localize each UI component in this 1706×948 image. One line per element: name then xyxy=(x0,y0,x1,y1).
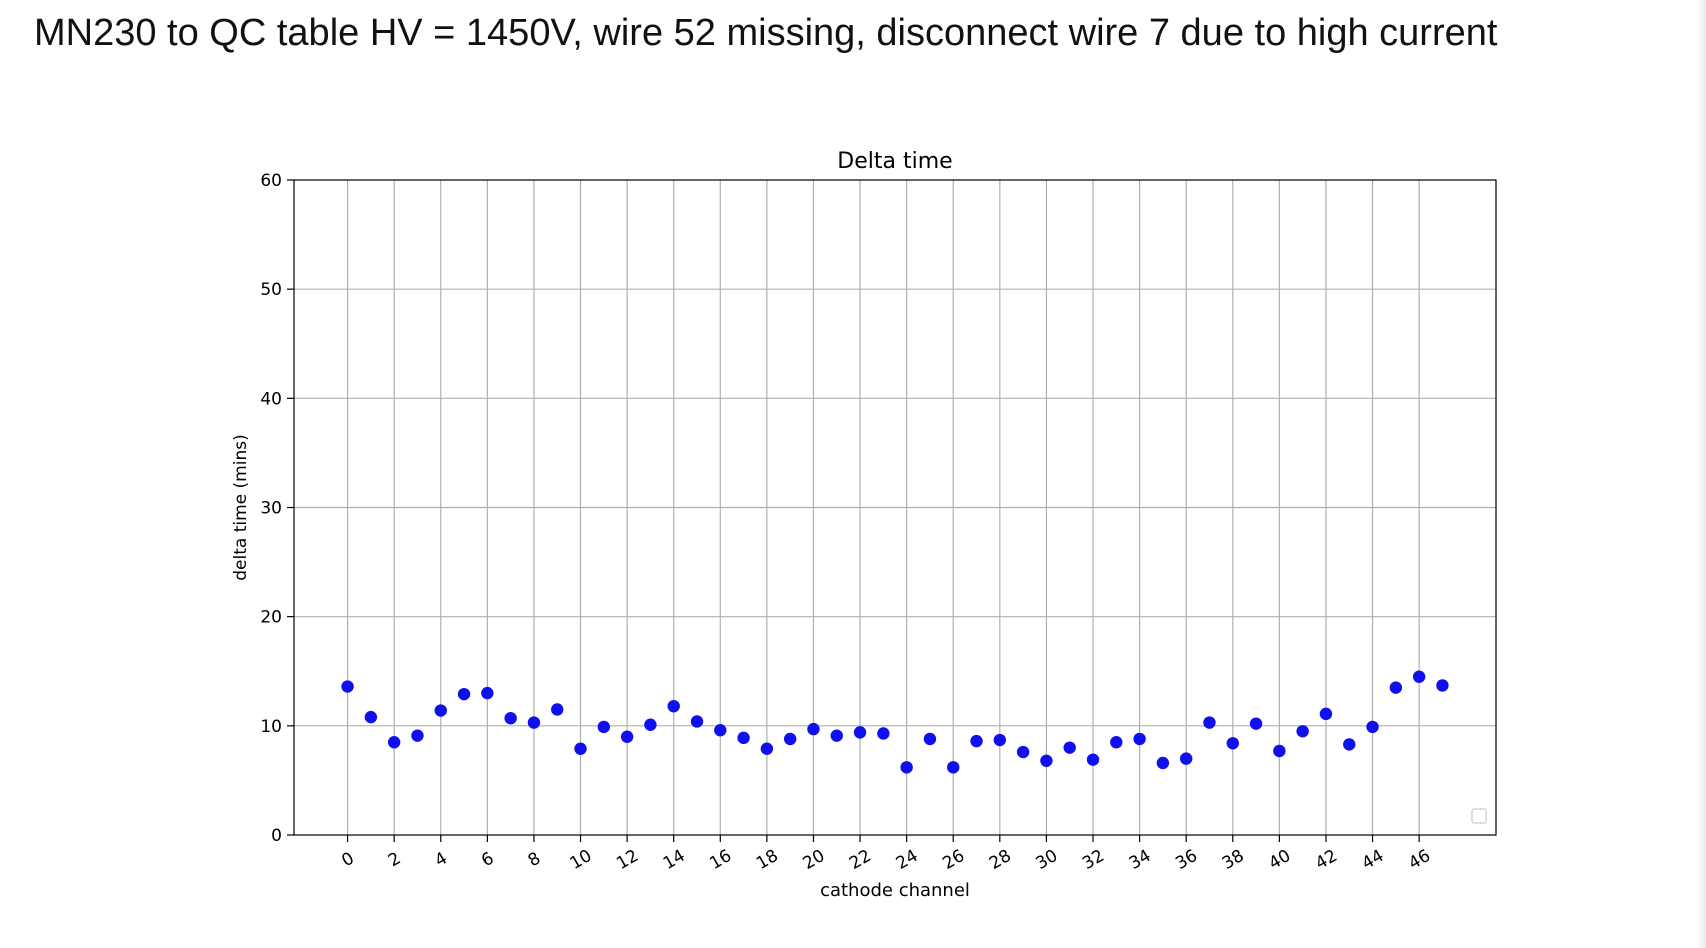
data-point xyxy=(1086,753,1100,766)
x-tick-label: 46 xyxy=(1405,846,1434,874)
data-point xyxy=(1343,738,1356,751)
data-point xyxy=(993,733,1007,747)
data-point xyxy=(737,731,750,745)
data-point xyxy=(527,716,541,729)
data-point xyxy=(597,720,611,734)
data-point xyxy=(387,736,401,749)
data-point xyxy=(1110,736,1123,749)
data-point xyxy=(1156,756,1170,770)
x-tick-label: 8 xyxy=(525,848,544,871)
data-point xyxy=(690,715,704,728)
data-point xyxy=(1366,720,1379,734)
y-tick-label: 20 xyxy=(260,608,282,628)
data-point xyxy=(620,730,634,743)
y-tick-label: 60 xyxy=(260,171,282,191)
data-point xyxy=(457,687,471,701)
x-tick-label: 14 xyxy=(660,846,689,874)
x-tick-label: 18 xyxy=(753,846,782,874)
data-point xyxy=(644,718,657,731)
y-tick-label: 10 xyxy=(260,717,282,737)
x-tick-label: 12 xyxy=(613,846,642,874)
data-point xyxy=(551,703,564,716)
data-point xyxy=(900,761,913,774)
data-point xyxy=(1412,670,1426,683)
data-point xyxy=(1133,732,1146,746)
x-tick-label: 20 xyxy=(800,846,829,874)
x-tick-label: 6 xyxy=(478,848,497,871)
x-axis-ticks: 0 2 4 6 8 10 12 14 16 18 20 22 24 26 28 30 32 34 36 38 40 42 4… xyxy=(338,835,1434,874)
data-point xyxy=(667,699,680,713)
window-edge-shadow xyxy=(1696,0,1706,948)
data-point xyxy=(1203,716,1216,729)
legend-box xyxy=(1471,808,1487,824)
data-point xyxy=(807,722,820,736)
x-tick-label: 30 xyxy=(1033,846,1062,874)
x-tick-label: 26 xyxy=(939,846,968,874)
data-point xyxy=(574,742,587,755)
data-point xyxy=(364,710,378,724)
x-tick-label: 10 xyxy=(567,846,596,874)
x-axis-label: cathode channel xyxy=(820,880,970,901)
x-tick-label: 34 xyxy=(1126,846,1155,874)
chart-title: Delta time xyxy=(837,149,952,174)
data-point xyxy=(714,724,727,737)
data-point xyxy=(760,742,774,755)
data-point xyxy=(1226,737,1239,750)
data-point xyxy=(1040,754,1053,767)
x-tick-label: 38 xyxy=(1219,846,1248,874)
x-tick-label: 36 xyxy=(1172,846,1201,874)
data-point xyxy=(830,729,843,742)
data-point xyxy=(1249,717,1263,730)
x-tick-label: 42 xyxy=(1312,846,1341,874)
data-point xyxy=(1063,741,1076,754)
data-point xyxy=(1016,745,1030,759)
data-point xyxy=(1436,679,1449,692)
x-tick-label: 16 xyxy=(706,846,735,874)
x-tick-label: 44 xyxy=(1359,846,1388,874)
x-tick-label: 40 xyxy=(1265,846,1294,874)
data-point xyxy=(877,727,890,740)
y-tick-label: 0 xyxy=(271,826,282,846)
y-axis-label: delta time (mins) xyxy=(231,434,251,580)
data-point xyxy=(411,729,424,742)
y-tick-label: 40 xyxy=(260,389,282,409)
x-tick-label: 2 xyxy=(385,848,404,871)
x-tick-label: 32 xyxy=(1079,846,1108,874)
data-point xyxy=(853,726,867,739)
x-tick-label: 24 xyxy=(893,846,922,874)
data-point xyxy=(1296,725,1309,738)
y-tick-label: 30 xyxy=(260,499,282,519)
data-points xyxy=(341,670,1449,774)
y-tick-label: 50 xyxy=(260,280,282,300)
data-point xyxy=(783,732,797,746)
data-point xyxy=(434,704,447,717)
data-point xyxy=(1273,744,1286,758)
x-tick-label: 4 xyxy=(432,848,451,871)
data-point xyxy=(341,680,354,693)
data-point xyxy=(947,761,960,774)
data-point xyxy=(970,734,983,748)
grid-lines xyxy=(294,180,1496,835)
data-point xyxy=(481,686,494,700)
x-tick-label: 28 xyxy=(986,846,1015,874)
x-tick-label: 0 xyxy=(338,848,357,871)
data-point xyxy=(504,711,517,725)
slide-title: MN230 to QC table HV = 1450V, wire 52 mi… xyxy=(34,12,1498,54)
data-point xyxy=(1389,681,1403,694)
y-axis-ticks: 0 10 20 30 40 50 60 xyxy=(260,171,294,846)
data-point xyxy=(1319,707,1333,721)
data-point xyxy=(1179,752,1193,765)
data-point xyxy=(923,732,937,746)
x-tick-label: 22 xyxy=(846,846,875,874)
